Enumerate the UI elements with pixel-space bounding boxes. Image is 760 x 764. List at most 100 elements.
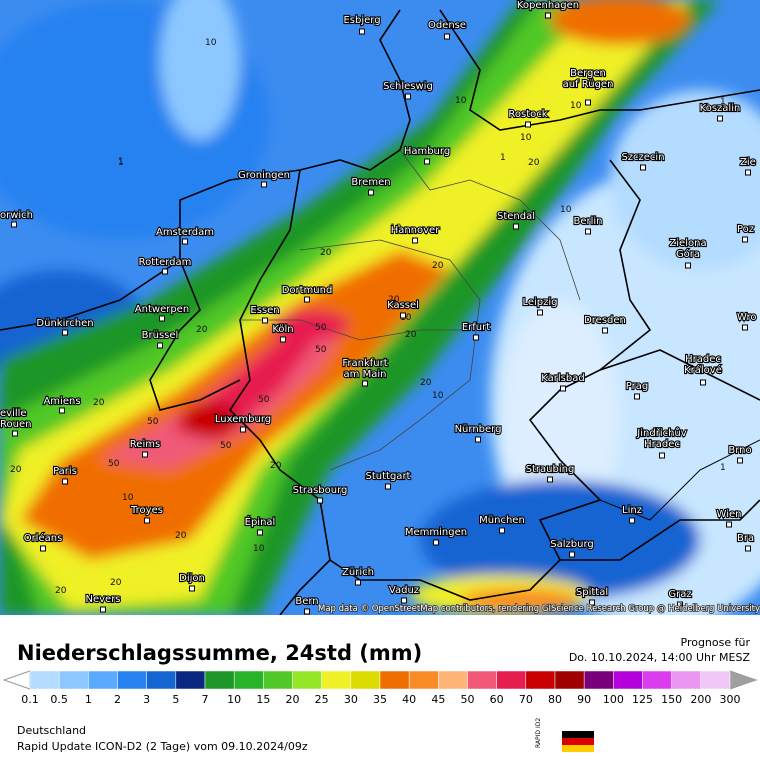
contour-label: 10: [205, 38, 217, 48]
contour-label: 20: [270, 461, 282, 471]
city-marker: [182, 238, 188, 245]
city-marker: [157, 342, 163, 349]
city-label: am Main: [344, 369, 387, 380]
city-marker: [726, 521, 732, 528]
legend-tick-label: 45: [431, 693, 445, 706]
legend-tick-label: 10: [227, 693, 241, 706]
city-label: Szczecin: [621, 152, 664, 163]
city-marker: [62, 478, 68, 485]
city-label: Linz: [622, 505, 642, 516]
flag: [562, 731, 594, 752]
city-marker: [742, 324, 748, 331]
legend-swatch: [554, 670, 585, 690]
city-label: München: [479, 515, 525, 526]
city-marker: [59, 407, 65, 414]
legend-swatch: [496, 670, 527, 690]
legend-swatch: [700, 670, 731, 690]
city-marker: [240, 426, 246, 433]
contour-label: 20: [196, 325, 208, 335]
city-label: Dresden: [584, 315, 626, 326]
legend-tick-label: 125: [632, 693, 653, 706]
city-marker: [405, 93, 411, 100]
contour-label: 10: [253, 544, 265, 554]
city-label: Berlin: [573, 216, 602, 227]
city-marker: [100, 606, 106, 613]
legend-tick-label: 20: [286, 693, 300, 706]
contour-label: 10: [390, 223, 402, 233]
city-label: Köln: [272, 324, 293, 335]
city-marker: [401, 597, 407, 604]
city-marker: [513, 223, 519, 230]
city-label: Hannover: [391, 225, 441, 236]
legend-swatch: [321, 670, 352, 690]
legend-swatch: [438, 670, 468, 690]
legend-tick-label: 3: [143, 693, 150, 706]
title: Niederschlagssumme, 24std (mm): [17, 641, 422, 665]
contour-label: 50: [108, 459, 120, 469]
city-label: auf Rügen: [563, 79, 614, 90]
region: Deutschland: [17, 724, 86, 737]
city-label: Frankfurt: [342, 358, 387, 369]
legend-swatch: [88, 670, 118, 690]
legend-swatch: [29, 670, 60, 690]
legend-swatch: [117, 670, 147, 690]
legend-tick-label: 35: [373, 693, 387, 706]
city-label: Hradec: [644, 439, 680, 450]
forecast-time: Do. 10.10.2024, 14:00 Uhr MESZ: [569, 651, 751, 664]
city-marker: [499, 527, 505, 534]
city-label: Zürich: [342, 567, 374, 578]
city-marker: [629, 517, 635, 524]
city-label: Wien: [717, 509, 742, 520]
contour-label: 10: [520, 133, 532, 143]
city-label: Nürnberg: [455, 424, 502, 435]
contour-label: 50: [315, 345, 327, 355]
contour-label: 20: [110, 578, 122, 588]
city-label: Góra: [676, 248, 700, 260]
contour-label: 20: [528, 158, 540, 168]
city-marker: [144, 517, 150, 524]
legend-swatch: [146, 670, 177, 690]
city-label: Bergen: [570, 68, 606, 79]
city-marker: [742, 236, 748, 243]
legend-swatch: [642, 670, 672, 690]
city-label: Stendal: [497, 211, 535, 222]
city-label: Stuttgart: [366, 471, 411, 482]
city-label: Essen: [250, 305, 279, 316]
legend-tick-label: 60: [490, 693, 504, 706]
legend-tick-label: 90: [577, 693, 591, 706]
contour-label: 10: [570, 101, 582, 111]
contour-label: 1: [118, 158, 124, 168]
city-label: Esbjerg: [343, 15, 380, 26]
city-label: Zielona: [669, 238, 706, 249]
city-marker: [262, 317, 268, 324]
city-label: Odense: [428, 20, 466, 31]
precip-field: [0, 0, 760, 615]
contour-label: 20: [320, 248, 332, 258]
legend-tick-label: 30: [344, 693, 358, 706]
city-label: Erfurt: [462, 322, 490, 333]
contour-label: 1: [720, 97, 726, 107]
city-label: Straubing: [526, 464, 575, 475]
city-marker: [40, 545, 46, 552]
attribution: Map data © OpenStreetMap contributors, r…: [318, 604, 760, 614]
city-marker: [677, 601, 683, 608]
contour-label: 1: [500, 153, 506, 163]
city-label: Zie: [740, 157, 756, 168]
city-label: Antwerpen: [135, 304, 189, 315]
legend-tick-label: 1: [85, 693, 92, 706]
city-marker: [602, 327, 608, 334]
city-label: Vaduz: [389, 585, 419, 596]
legend-swatch: [350, 670, 381, 690]
city-label: Rostock: [508, 109, 547, 120]
city-label: Groningen: [238, 170, 290, 181]
contour-label: 50: [315, 323, 327, 333]
contour-label: 50: [258, 395, 270, 405]
city-label: Kassel: [387, 300, 419, 311]
legend-tick-label: 15: [256, 693, 270, 706]
city-marker: [424, 158, 430, 165]
city-label: Bremen: [351, 177, 390, 188]
contour-label: 20: [405, 330, 417, 340]
city-label: Koszalin: [700, 103, 741, 114]
city-label: Memmingen: [405, 527, 467, 538]
